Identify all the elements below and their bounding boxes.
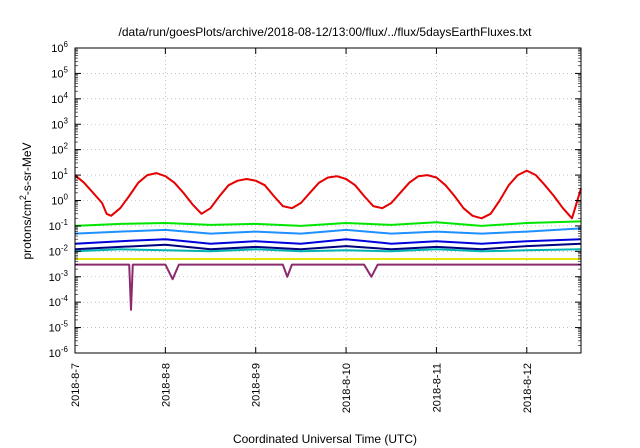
- y-tick-label: 105: [51, 65, 68, 80]
- y-tick-exponent: -5: [61, 320, 69, 329]
- x-tick-label: 2018-8-10: [341, 363, 353, 413]
- y-tick-exponent: -4: [61, 294, 69, 303]
- y-tick-label: 10-3: [49, 269, 69, 284]
- series-line-3: [74, 227, 582, 235]
- series-line-8: [75, 263, 581, 311]
- x-tick-label: 2018-8-12: [522, 363, 534, 413]
- y-tick-label: 103: [51, 116, 68, 131]
- y-tick-exponent: 2: [64, 142, 69, 151]
- grid: [75, 48, 581, 353]
- x-tick-label: 2018-8-8: [160, 363, 172, 407]
- y-tick-label: 10-6: [49, 345, 69, 360]
- y-tick-exponent: -6: [61, 345, 69, 354]
- y-tick-exponent: 3: [64, 116, 69, 125]
- y-axis: 10-610-510-410-310-210-11001011021031041…: [49, 40, 581, 360]
- x-tick-label: 2018-8-9: [251, 363, 263, 407]
- y-tick-exponent: -1: [61, 218, 69, 227]
- y-tick-base: 10: [49, 348, 61, 360]
- series-line-2: [74, 220, 582, 227]
- y-tick-base: 10: [51, 43, 63, 55]
- y-axis-title: protons/cm2-s-sr-MeV: [18, 142, 34, 259]
- series-layer: [74, 169, 582, 311]
- y-tick-label: 10-4: [49, 294, 69, 309]
- y-tick-base: 10: [49, 272, 61, 284]
- y-tick-base: 10: [51, 94, 63, 106]
- series-line-6: [74, 242, 582, 251]
- y-tick-exponent: 4: [64, 91, 69, 100]
- y-tick-base: 10: [51, 145, 63, 157]
- series-line-5: [74, 248, 582, 253]
- y-tick-label: 100: [51, 193, 68, 208]
- y-tick-base: 10: [49, 323, 61, 335]
- y-tick-label: 10-5: [49, 320, 69, 335]
- series-line-1: [74, 169, 582, 220]
- chart-title: /data/run/goesPlots/archive/2018-08-12/1…: [119, 25, 533, 39]
- y-tick-exponent: 5: [64, 65, 69, 74]
- x-axis-title: Coordinated Universal Time (UTC): [233, 432, 417, 446]
- y-tick-base: 10: [51, 68, 63, 80]
- y-tick-exponent: 6: [64, 40, 69, 49]
- y-axis-title-sup: 2: [18, 195, 28, 200]
- y-tick-base: 10: [51, 170, 63, 182]
- y-axis-title-pre: protons/cm: [20, 200, 34, 259]
- y-axis-title-post: -s-sr-MeV: [20, 142, 34, 195]
- y-tick-exponent: 1: [64, 167, 69, 176]
- y-tick-base: 10: [49, 246, 61, 258]
- y-tick-label: 101: [51, 167, 68, 182]
- y-tick-exponent: -3: [61, 269, 69, 278]
- x-tick-label: 2018-8-7: [70, 363, 82, 407]
- y-tick-label: 104: [51, 91, 68, 106]
- y-tick-exponent: 0: [64, 193, 69, 202]
- y-tick-label: 10-2: [49, 243, 69, 258]
- y-tick-base: 10: [51, 119, 63, 131]
- x-axis: 2018-8-7 2018-8-8 2018-8-9 2018-8-10 2018-8-…: [70, 48, 534, 413]
- y-tick-base: 10: [49, 297, 61, 309]
- y-tick-exponent: -2: [61, 243, 69, 252]
- y-tick-label: 10-1: [49, 218, 69, 233]
- series-line-4: [74, 238, 582, 245]
- y-tick-base: 10: [51, 196, 63, 208]
- y-tick-label: 102: [51, 142, 68, 157]
- y-tick-label: 106: [51, 40, 68, 55]
- x-tick-label: 2018-8-11: [431, 363, 443, 412]
- y-tick-base: 10: [49, 221, 61, 233]
